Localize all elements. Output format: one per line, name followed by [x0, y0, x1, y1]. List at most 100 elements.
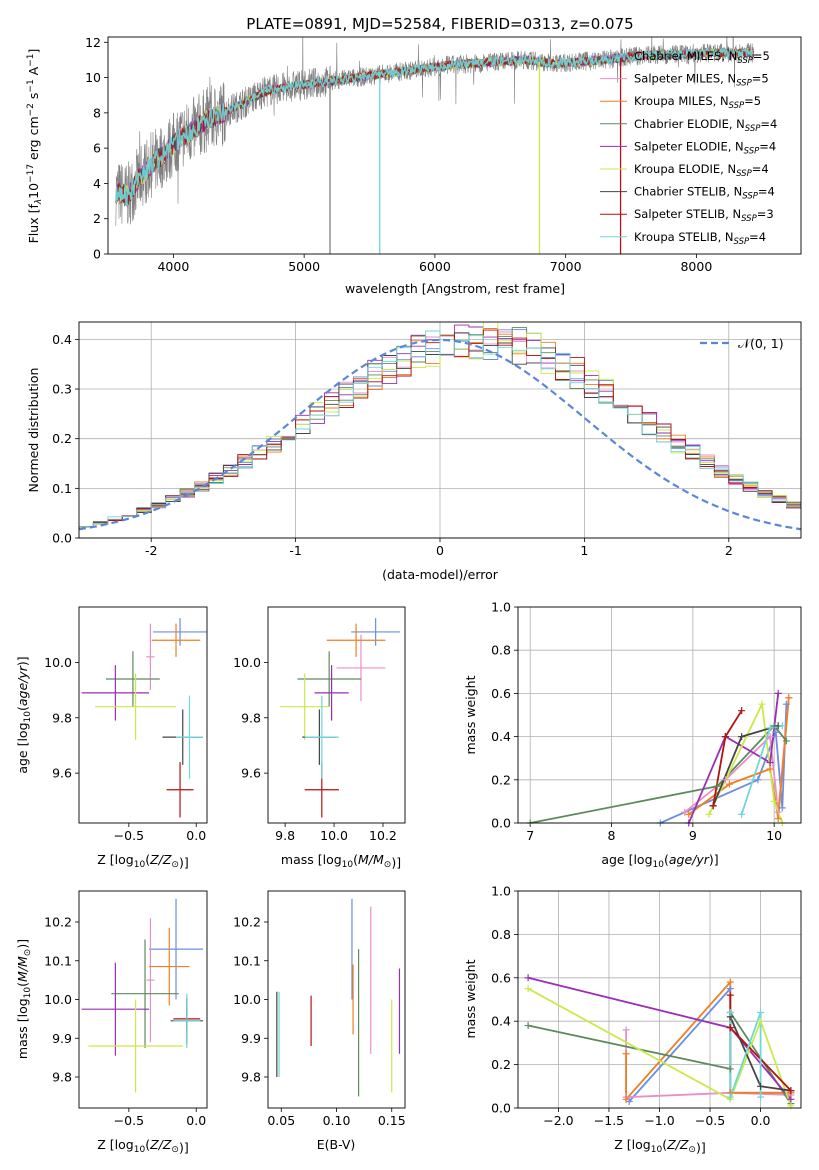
panel-weight-vs-z-line-kroupa_elodie — [527, 987, 792, 1107]
p4-ytick-label-0: 0.0 — [491, 816, 511, 831]
legend-label-salpeter_stelib: Salpeter STELIB, NSSP=3 — [634, 207, 774, 224]
p4-frame — [517, 606, 802, 824]
p6-xtick-label-2: 0.15 — [378, 1113, 406, 1128]
panel-weight-vs-z-marker-kroupa_stelib-2 — [757, 1009, 765, 1017]
panel-weight-vs-z-marker-salpeter_miles-0 — [622, 1026, 630, 1034]
panel-weight-vs-z: −2.0 −1.5 −1.0 −0.5 0.0 0.0 0.2 0.4 0.6 0.8 1.0 mas… — [463, 884, 802, 1155]
panel-weight-vs-age-marker-salpeter_elodie-2 — [766, 759, 774, 767]
panel-mass-vs-z-plot-area — [81, 898, 203, 1093]
legend-label-salpeter_miles: Salpeter MILES, NSSP=5 — [634, 72, 769, 89]
p3-xtick-label-2: 10.2 — [369, 828, 397, 843]
p7-xtick-label-1: −1.5 — [594, 1113, 624, 1128]
panel-spectrum: 4000 5000 6000 7000 8000 0 2 4 6 8 10 12 Chabrier MI… — [26, 35, 802, 296]
age-vs-z-xlabel: Z [log10(Z/Z⊙)] — [97, 852, 188, 870]
spectrum-plot-area — [115, 37, 755, 254]
residual-histogram-kroupa_stelib — [79, 330, 801, 528]
panel-weight-vs-z-marker-salpeter_elodie-0 — [524, 974, 532, 982]
p6-frame — [267, 890, 406, 1109]
panel-weight-vs-age-marker-kroupa_stelib-0 — [738, 810, 746, 818]
panel-age-vs-mass-plot-area — [280, 618, 401, 818]
p5-xtick-label-1: 0.0 — [186, 1113, 206, 1128]
p5-ytick-label-1: 9.9 — [52, 1031, 72, 1046]
p5-ytick-label-4: 10.2 — [44, 915, 72, 930]
panel-weight-vs-age-marker-kroupa_miles-2 — [766, 765, 774, 773]
panel-weight-vs-age-marker-kroupa_elodie-2 — [770, 797, 778, 805]
figure-title: PLATE=0891, MJD=52584, FIBERID=0313, z=0… — [246, 15, 633, 33]
age-vs-mass-xlabel: mass [log10(M/M⊙)] — [281, 852, 401, 870]
panel-weight-vs-age: 7 8 9 10 0.0 0.2 0.4 0.6 0.8 1.0 mass weight age [l… — [463, 600, 802, 870]
p7-xtick-label-4: 0.0 — [751, 1113, 771, 1128]
panel-weight-vs-z-marker-kroupa_stelib-3 — [757, 1093, 765, 1101]
p7-xtick-label-0: −2.0 — [543, 1113, 573, 1128]
legend-label-salpeter_elodie: Salpeter ELODIE, NSSP=4 — [634, 139, 776, 156]
p0-xtick-label-0: 4000 — [157, 259, 189, 274]
p7-ytick-label-5: 1.0 — [491, 884, 511, 899]
panel-weight-vs-age-marker-chabrier_elodie-1 — [713, 782, 721, 790]
panel-weight-vs-z-marker-salpeter_stelib-0 — [726, 991, 734, 999]
p1-xtick-label-0: -2 — [145, 543, 157, 558]
legend-label-chabrier_elodie: Chabrier ELODIE, NSSP=4 — [634, 117, 777, 134]
p0-ytick-label-3: 6 — [93, 141, 101, 156]
p1-ytick-label-0: 0.0 — [52, 531, 72, 546]
panel-weight-vs-age-marker-chabrier_miles-2 — [772, 728, 780, 736]
p3-xtick-label-1: 10.0 — [320, 828, 348, 843]
panel-weight-vs-age-marker-kroupa_miles-1 — [725, 780, 733, 788]
panel-weight-vs-z-marker-salpeter_elodie-2 — [787, 1095, 795, 1103]
p0-xtick-label-1: 5000 — [288, 259, 320, 274]
p4-xtick-label-1: 8 — [608, 828, 616, 843]
panel-weight-vs-age-marker-chabrier_elodie-3 — [782, 737, 790, 745]
p1-xtick-label-4: 2 — [725, 543, 733, 558]
p7-xtick-label-2: −1.0 — [644, 1113, 674, 1128]
p1-ytick-label-1: 0.1 — [52, 481, 72, 496]
panel-weight-vs-age-line-chabrier_elodie — [530, 724, 788, 823]
p1-ytick-label-2: 0.2 — [52, 431, 72, 446]
p3-xtick-label-0: 9.8 — [275, 828, 295, 843]
p0-ytick-label-5: 10 — [85, 70, 101, 85]
panel-weight-vs-age-marker-kroupa_stelib-2 — [778, 722, 786, 730]
p5-xtick-label-0: −0.5 — [114, 1113, 144, 1128]
panel-weight-vs-age-marker-kroupa_elodie-1 — [758, 700, 766, 708]
panel-weight-vs-age-marker-chabrier_miles-4 — [782, 700, 790, 708]
p4-xtick-label-2: 9 — [689, 828, 697, 843]
panel-weight-vs-age-marker-kroupa_elodie-0 — [705, 810, 713, 818]
p3-frame — [267, 606, 406, 824]
legend-label-chabrier_stelib: Chabrier STELIB, NSSP=4 — [634, 185, 775, 202]
p3-ytick-label-0: 9.6 — [241, 766, 261, 781]
panel-weight-vs-age-marker-kroupa_stelib-1 — [766, 724, 774, 732]
panel-weight-vs-age-marker-kroupa_miles-4 — [785, 694, 793, 702]
p6-ytick-label-0: 9.8 — [241, 1070, 261, 1085]
p1-frame — [78, 321, 802, 539]
panel-weight-vs-age-ylabel: mass weight — [463, 675, 478, 754]
panel-weight-vs-age-marker-chabrier_miles-1 — [754, 776, 762, 784]
p2-ytick-label-1: 9.8 — [52, 710, 72, 725]
age-vs-z-ylabel: age [log10(age/yr)] — [15, 656, 33, 773]
panel-mass-vs-ebv: 0.05 0.10 0.15 9.8 9.9 10.0 10.1 10.2 E(B-V) — [233, 890, 406, 1152]
panel-weight-vs-z-marker-kroupa_stelib-0 — [726, 1009, 734, 1017]
p4-ytick-label-2: 0.4 — [491, 729, 511, 744]
panel-weight-vs-age-marker-salpeter_miles-3 — [774, 808, 782, 816]
p1-xtick-label-1: -1 — [289, 543, 301, 558]
p0-ytick-label-6: 12 — [85, 35, 101, 50]
p0-ytick-label-0: 0 — [93, 247, 101, 262]
p0-frame — [107, 36, 802, 255]
residuals-ylabel: Normed distribution — [26, 368, 41, 493]
p6-ytick-label-1: 9.9 — [241, 1031, 261, 1046]
p5-ytick-label-2: 10.0 — [44, 992, 72, 1007]
normal-distribution-curve — [79, 338, 801, 531]
p0-xtick-label-3: 7000 — [550, 259, 582, 274]
spectrum-ylabel: Flux [fλ10−17 erg cm−2 s−1 A−1] — [26, 49, 44, 244]
residuals-plot-area — [79, 322, 801, 531]
panel-weight-vs-age-marker-kroupa_miles-3 — [774, 815, 782, 823]
p4-ytick-label-5: 1.0 — [491, 600, 511, 615]
p0-xtick-label-2: 6000 — [419, 259, 451, 274]
weight-vs-z-xlabel: Z [log10(Z/Z⊙)] — [614, 1137, 705, 1155]
p4-xtick-label-0: 7 — [526, 828, 534, 843]
panel-weight-vs-age-marker-salpeter_elodie-3 — [774, 689, 782, 697]
mass-vs-z-ylabel: mass [log10(M/M⊙)] — [15, 939, 33, 1059]
p0-ytick-label-4: 8 — [93, 105, 101, 120]
panel-weight-vs-z-marker-kroupa_stelib-1 — [726, 1093, 734, 1101]
p2-xtick-label-0: −0.5 — [114, 828, 144, 843]
p4-ytick-label-1: 0.2 — [491, 772, 511, 787]
panel-weight-vs-age-marker-salpeter_miles-1 — [721, 776, 729, 784]
